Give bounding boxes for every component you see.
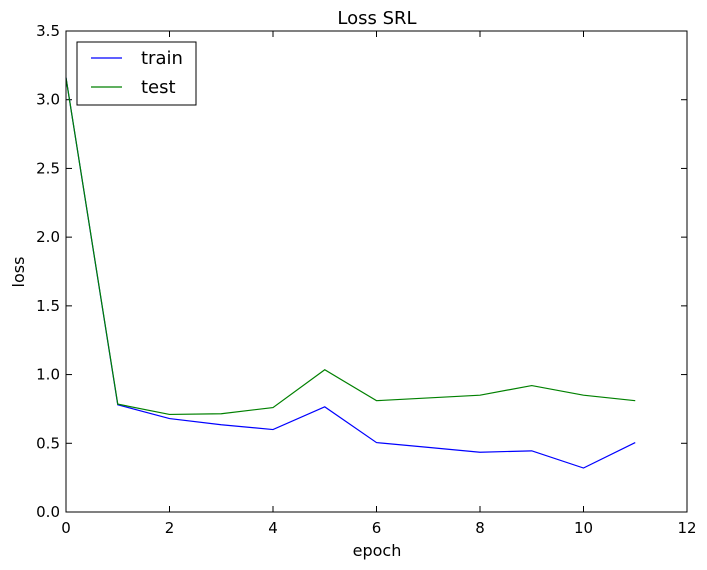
y-tick-label: 0.0: [36, 503, 60, 521]
x-tick-label: 4: [268, 519, 278, 537]
series-group: [65, 77, 636, 469]
x-tick-label: 10: [574, 519, 593, 537]
tick-labels-group: 0 2 4 6 8 10 12 0.0 0.5 1.0 1.5 2.0 2.5 3.0 3.5: [36, 22, 696, 537]
x-tick-label: 6: [372, 519, 382, 537]
y-tick-label: 2.5: [36, 159, 60, 177]
y-tick-label: 2.0: [36, 228, 60, 246]
legend-label-test: test: [141, 77, 176, 98]
y-tick-label: 3.0: [36, 91, 60, 109]
y-tick-label: 3.5: [36, 22, 60, 40]
legend-box: [76, 41, 197, 106]
legend-label-train: train: [141, 48, 183, 69]
y-tick-label: 1.0: [36, 366, 60, 384]
y-tick-label: 1.5: [36, 297, 60, 315]
plot-area: [66, 31, 687, 512]
y-axis-title: loss: [9, 257, 28, 288]
chart-title: Loss SRL: [337, 8, 416, 29]
plot-frame: [65, 30, 688, 513]
legend: train test: [76, 41, 197, 106]
x-tick-label: 8: [475, 519, 485, 537]
y-tick-label: 0.5: [36, 434, 60, 452]
x-tick-label: 0: [61, 519, 71, 537]
series-line-train: [65, 77, 636, 469]
x-tick-label: 2: [165, 519, 175, 537]
x-axis-title: epoch: [353, 541, 402, 560]
x-tick-label: 12: [677, 519, 696, 537]
series-line-test: [65, 77, 636, 416]
